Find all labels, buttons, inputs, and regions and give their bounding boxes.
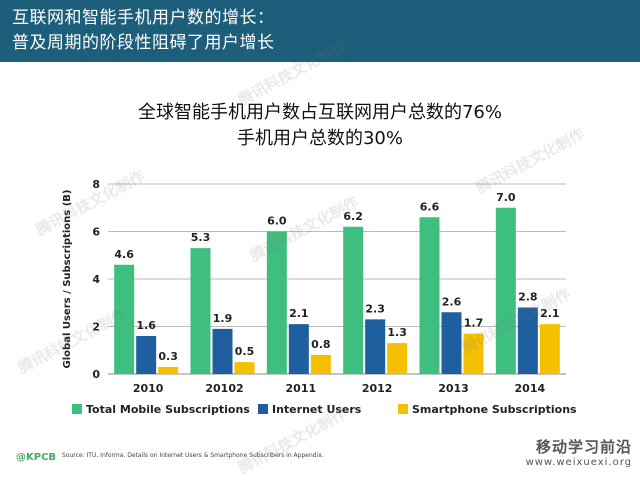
bar (517, 307, 538, 374)
bar (212, 328, 233, 374)
legend-entry: Total Mobile Subscriptions (86, 403, 250, 416)
site-name: 移动学习前沿 (535, 438, 632, 456)
data-label: 4.6 (114, 248, 134, 261)
x-tick-label: 20102 (205, 382, 243, 395)
y-axis-label: Global Users / Subscriptions (B) (62, 190, 73, 369)
data-label: 1.3 (387, 326, 407, 339)
bar (288, 324, 309, 374)
x-tick-label: 2014 (515, 382, 546, 395)
bar (158, 366, 179, 374)
y-tick-label: 4 (92, 273, 100, 286)
legend-entry: Smartphone Subscriptions (412, 403, 577, 416)
data-label: 2.3 (365, 302, 385, 315)
bar (136, 336, 157, 374)
data-label: 6.2 (343, 210, 363, 223)
data-label: 1.7 (464, 317, 484, 330)
bar (266, 231, 287, 374)
bar (234, 362, 255, 374)
data-label: 7.0 (496, 191, 516, 204)
chart-title-line-2: 手机用户总数的30% (236, 128, 403, 149)
header-title-line-1: 互联网和智能手机用户数的增长： (12, 8, 275, 28)
legend-swatch (398, 404, 408, 414)
bar (190, 248, 211, 374)
data-label: 2.6 (442, 295, 462, 308)
site-url: www.weixuexi.org (525, 457, 632, 468)
data-label: 1.9 (213, 312, 233, 325)
data-label: 0.8 (311, 338, 331, 351)
chart-title-line-1: 全球智能手机用户数占互联网用户总数的76% (137, 102, 502, 123)
data-label: 1.6 (136, 319, 156, 332)
bar (495, 207, 516, 374)
x-tick-label: 2013 (438, 382, 469, 395)
bar (343, 226, 364, 374)
site-logo: 移动学习前沿 www.weixuexi.org (526, 436, 632, 468)
bar (539, 324, 560, 374)
y-tick-label: 2 (92, 321, 100, 334)
bar (441, 312, 462, 374)
legend-entry: Internet Users (272, 403, 362, 416)
legend-swatch (258, 404, 268, 414)
data-label: 0.3 (158, 350, 178, 363)
data-label: 5.3 (191, 231, 211, 244)
data-label: 0.5 (235, 345, 255, 358)
data-label: 2.1 (540, 307, 560, 320)
x-tick-label: 2011 (286, 382, 317, 395)
data-label: 2.1 (289, 307, 309, 320)
bar (463, 333, 484, 374)
data-label: 6.6 (420, 200, 440, 213)
bar (365, 319, 386, 374)
x-tick-label: 2010 (133, 382, 164, 395)
x-tick-label: 2012 (362, 382, 393, 395)
bar (114, 264, 135, 374)
data-label: 2.8 (518, 291, 538, 304)
bar (419, 217, 440, 374)
y-tick-label: 8 (92, 178, 100, 191)
header-title-line-2: 普及周期的阶段性阻碍了用户增长 (12, 33, 275, 53)
y-tick-label: 0 (92, 368, 100, 381)
source-note: Source: ITU, Informa. Details on Interne… (62, 452, 324, 459)
kpcb-brand: @KPCB (16, 452, 57, 463)
data-label: 6.0 (267, 215, 287, 228)
y-tick-label: 6 (92, 226, 100, 239)
slide-header: 互联网和智能手机用户数的增长： 普及周期的阶段性阻碍了用户增长 (0, 0, 640, 62)
legend-swatch (72, 404, 82, 414)
bar (387, 343, 408, 374)
bar (310, 355, 331, 374)
